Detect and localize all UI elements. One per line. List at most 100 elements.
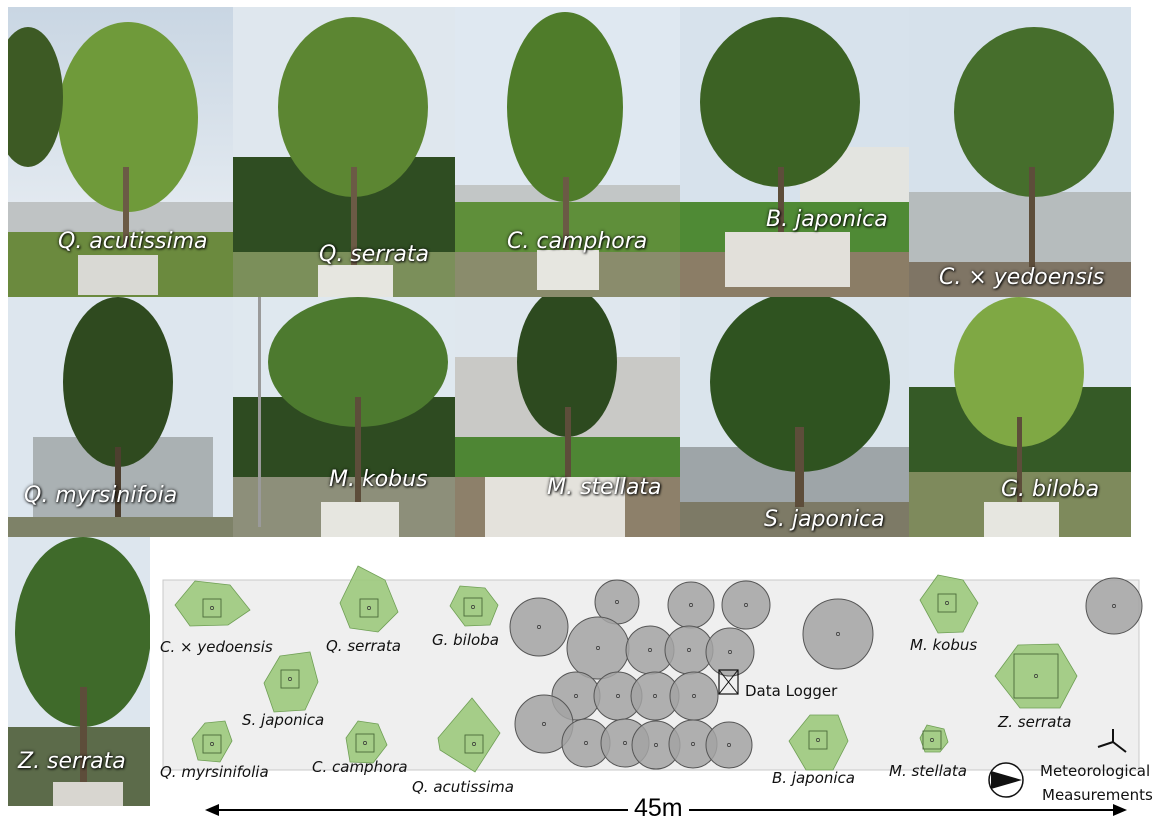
tree-canopy — [191, 720, 233, 763]
background-tree — [566, 616, 630, 680]
map-label-z-serrata: Z. serrata — [998, 713, 1072, 731]
planter-box — [1013, 653, 1059, 699]
photo-label: B. japonica — [766, 207, 888, 232]
background-tree — [721, 580, 771, 630]
photo-label: S. japonica — [764, 507, 885, 532]
trunk-marker — [542, 722, 546, 726]
trunk-marker — [210, 606, 214, 610]
tree-photo-image — [233, 297, 455, 537]
map-label-c-yedoensis: C. × yedoensis — [160, 638, 273, 656]
planter-box — [463, 597, 483, 617]
background-tree — [705, 627, 755, 677]
trunk-marker — [744, 603, 748, 607]
planter-box — [355, 733, 375, 753]
trunk-marker — [596, 646, 600, 650]
photo-label: C. camphora — [507, 229, 648, 254]
tree-photo-image — [680, 297, 909, 537]
planter-box — [937, 593, 957, 613]
background-tree — [667, 581, 715, 629]
photo-q-acutissima: Q. acutissima — [8, 7, 233, 297]
background-tree — [705, 721, 753, 769]
trunk-marker — [472, 742, 476, 746]
photo-z-serrata: Z. serrata — [8, 537, 150, 806]
meteorological-label: Meteorological — [1040, 762, 1151, 780]
tree-photo-image — [8, 297, 233, 537]
tree-canopy — [994, 643, 1078, 709]
trunk-marker — [689, 603, 693, 607]
trunk-marker — [623, 741, 627, 745]
measurements-label: Measurements — [1042, 786, 1153, 804]
photo-label: Z. serrata — [18, 749, 126, 774]
trunk-marker — [471, 605, 475, 609]
photo-c-yedoensis: C. × yedoensis — [909, 7, 1131, 297]
planter-box — [464, 734, 484, 754]
trunk-marker — [616, 694, 620, 698]
map-label-q-myrsinifolia: Q. myrsinifolia — [160, 763, 269, 781]
tree-photo-image — [455, 7, 680, 297]
tree-canopy — [174, 580, 251, 627]
tree-photo-image — [8, 7, 233, 297]
photo-q-serrata: Q. serrata — [233, 7, 455, 297]
photo-label: Q. myrsinifoia — [24, 483, 178, 508]
photo-s-japonica: S. japonica — [680, 297, 909, 537]
trunk-marker — [692, 694, 696, 698]
data-logger-icon — [718, 669, 739, 695]
photo-label: M. stellata — [547, 475, 662, 500]
trunk-marker — [584, 741, 588, 745]
compass-icon — [988, 762, 1024, 798]
photo-g-biloba: G. biloba — [909, 297, 1131, 537]
photo-label: M. kobus — [329, 467, 428, 492]
trunk-marker — [288, 677, 292, 681]
background-trees — [509, 577, 1143, 770]
tree-canopy — [263, 651, 319, 713]
trunk-marker — [728, 650, 732, 654]
planter-box — [202, 598, 222, 618]
data-logger-label: Data Logger — [745, 682, 838, 700]
tree-photo-image — [909, 297, 1131, 537]
tree-photo-image — [8, 537, 150, 806]
photo-label: Q. serrata — [319, 242, 429, 267]
map-label-q-serrata: Q. serrata — [326, 637, 401, 655]
planter-box — [359, 598, 379, 618]
trunk-marker — [1034, 674, 1038, 678]
background-tree — [802, 598, 874, 670]
trunk-marker — [727, 743, 731, 747]
trunk-marker — [210, 742, 214, 746]
photo-m-kobus: M. kobus — [233, 297, 455, 537]
tree-photo-image — [233, 7, 455, 297]
trunk-marker — [648, 648, 652, 652]
trunk-marker — [653, 694, 657, 698]
trunk-marker — [816, 738, 820, 742]
trunk-marker — [1112, 604, 1116, 608]
tree-canopy — [788, 714, 849, 771]
photo-q-myrsinifoia: Q. myrsinifoia — [8, 297, 233, 537]
trunk-marker — [687, 648, 691, 652]
target-tree-canopies — [174, 565, 1078, 773]
trunk-marker — [654, 743, 658, 747]
trunk-marker — [836, 632, 840, 636]
trunk-marker — [930, 738, 934, 742]
photo-label: C. × yedoensis — [939, 265, 1105, 290]
tree-photo-image — [680, 7, 909, 297]
tree-photo-image — [909, 7, 1131, 297]
planter-box — [922, 730, 942, 750]
planter-box — [280, 669, 300, 689]
map-label-c-camphora: C. camphora — [312, 758, 408, 776]
trunk-marker — [537, 625, 541, 629]
background-tree — [509, 597, 569, 657]
trunk-marker — [615, 600, 619, 604]
map-label-s-japonica: S. japonica — [242, 711, 325, 729]
map-label-m-kobus: M. kobus — [910, 636, 978, 654]
anemometer-icon — [1097, 729, 1127, 753]
tree-canopy — [919, 574, 979, 634]
planter-box — [202, 734, 222, 754]
map-label-q-acutissima: Q. acutissima — [412, 778, 514, 796]
photo-c-camphora: C. camphora — [455, 7, 680, 297]
trunk-marker — [367, 606, 371, 610]
map-label-g-biloba: G. biloba — [432, 631, 499, 649]
map-label-b-japonica: B. japonica — [772, 769, 855, 787]
photo-m-stellata: M. stellata — [455, 297, 680, 537]
photo-label: G. biloba — [1001, 477, 1100, 502]
photo-b-japonica: B. japonica — [680, 7, 909, 297]
